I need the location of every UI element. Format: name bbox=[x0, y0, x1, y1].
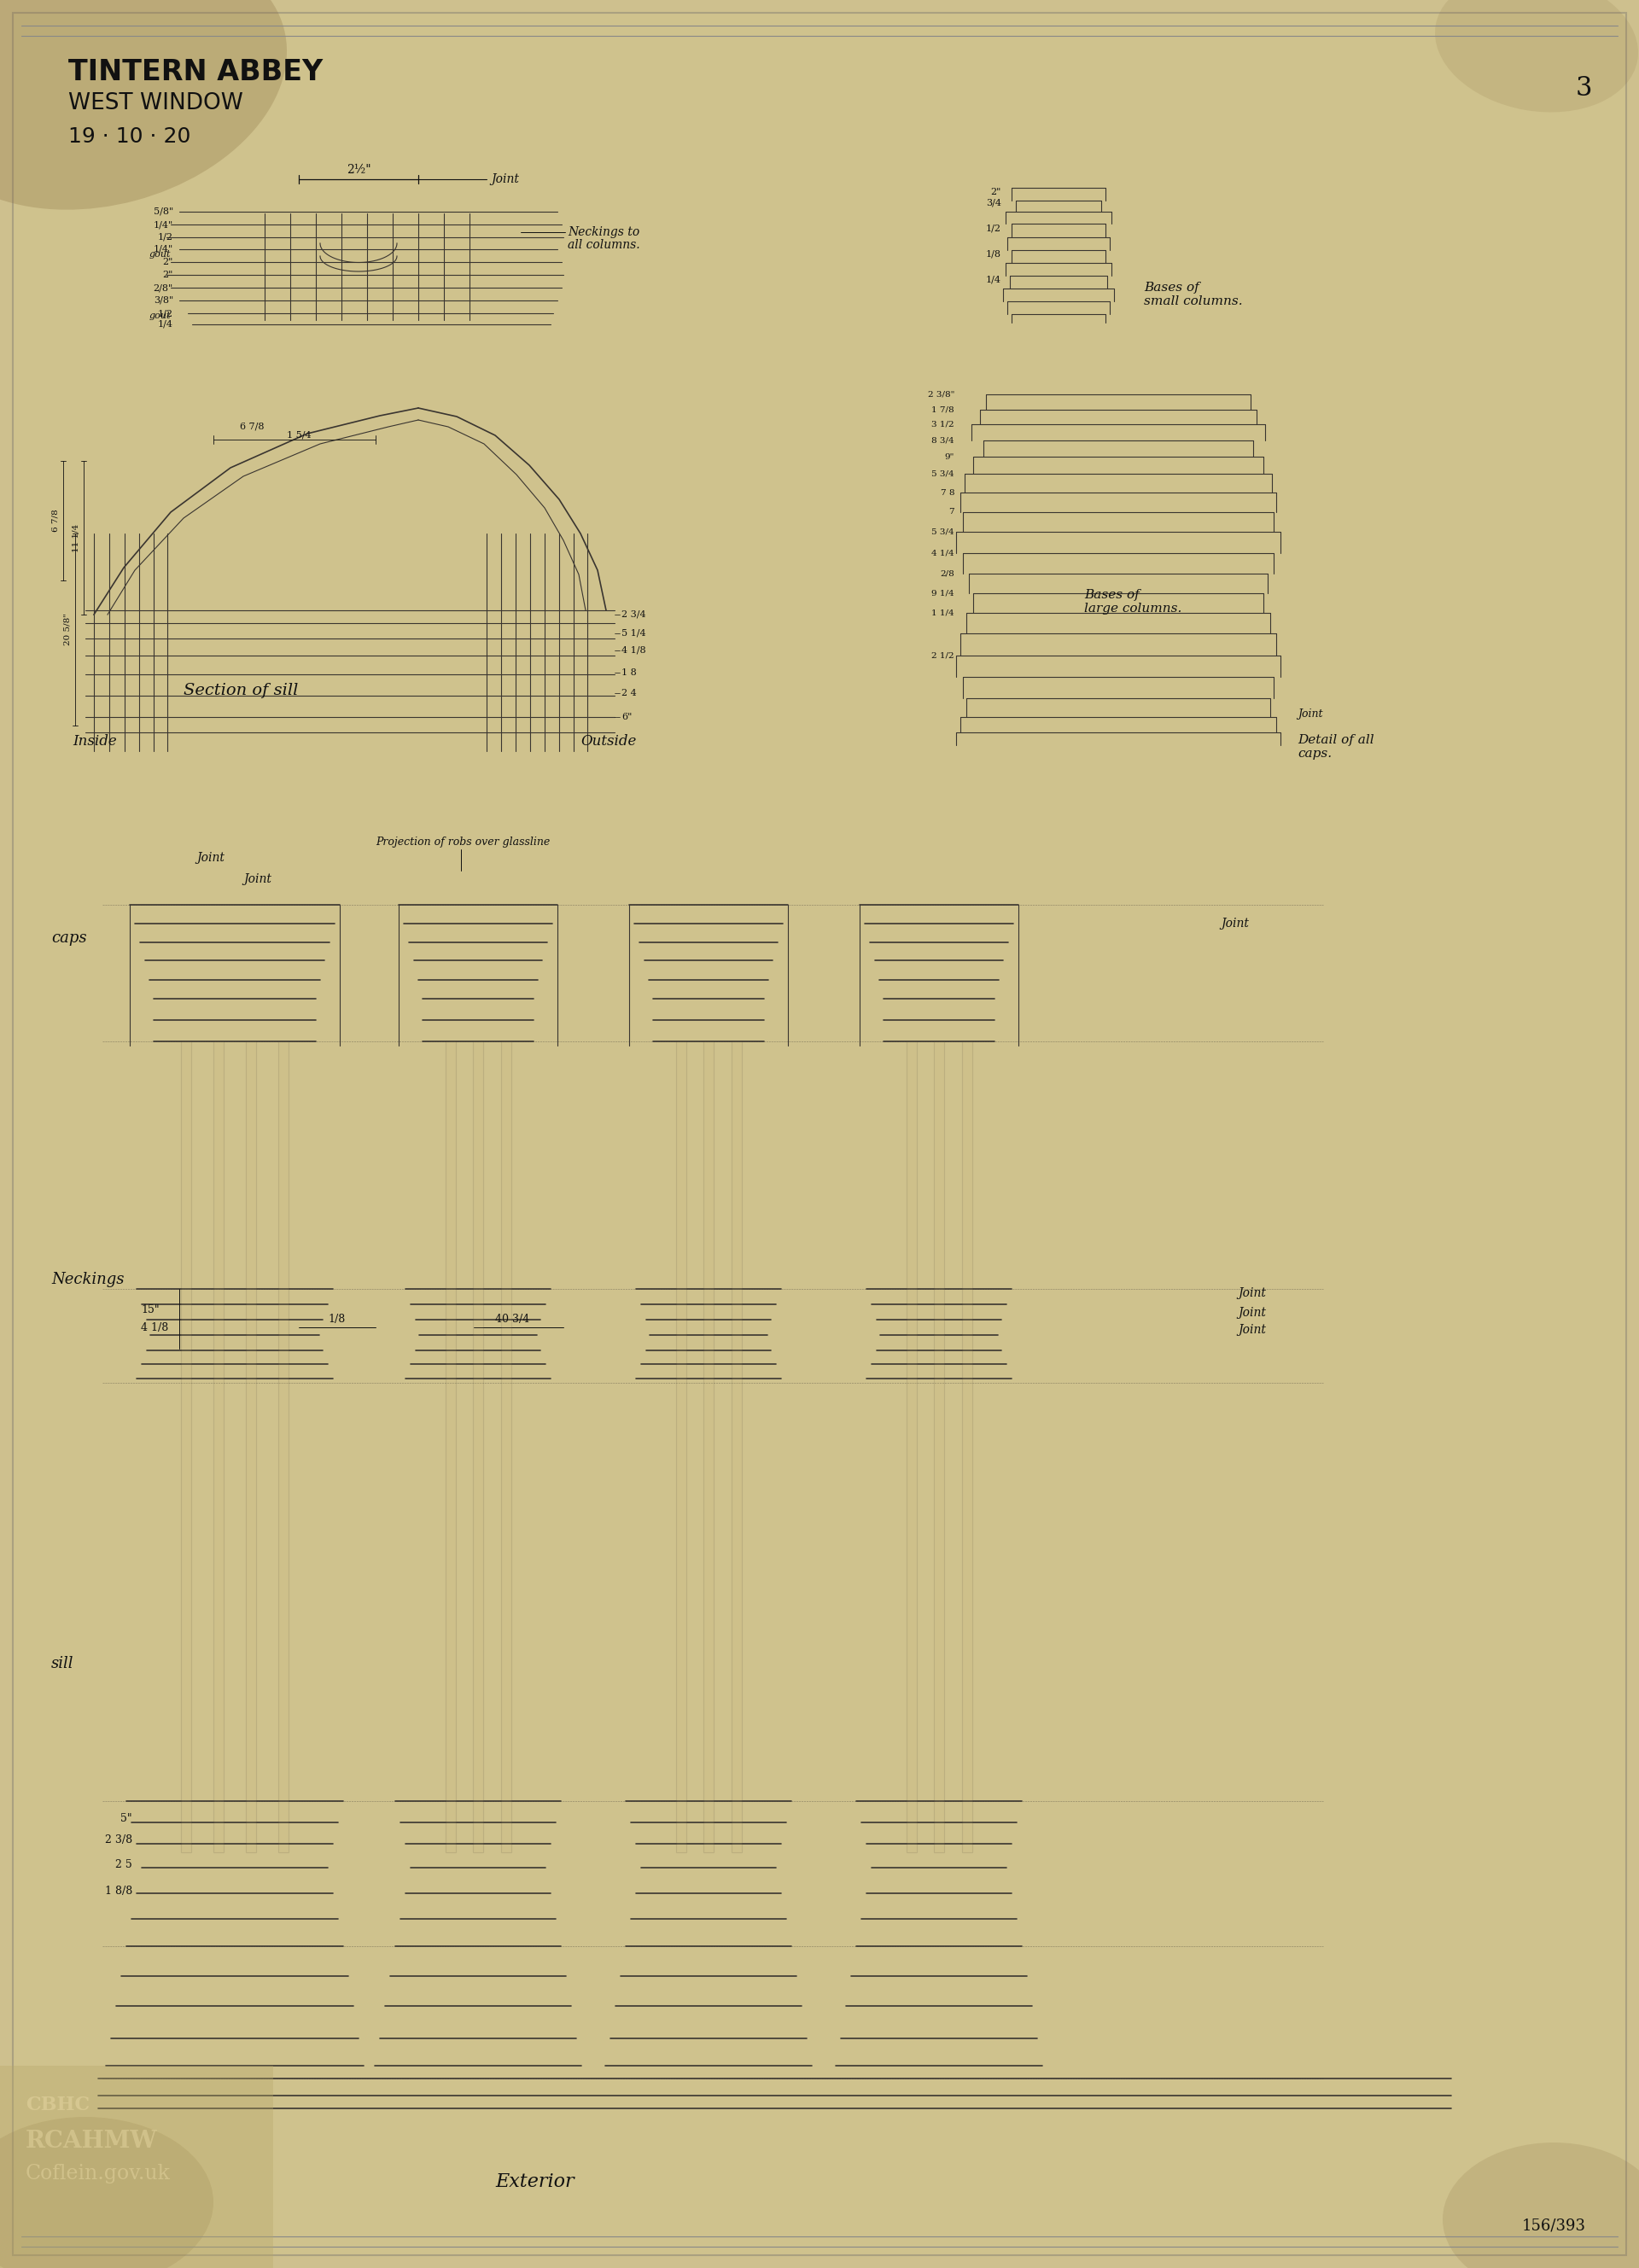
Text: 9 1/4: 9 1/4 bbox=[931, 590, 954, 596]
Text: 9": 9" bbox=[944, 454, 954, 460]
Text: 2": 2" bbox=[162, 259, 174, 265]
Text: 19 · 10 · 20: 19 · 10 · 20 bbox=[69, 127, 190, 147]
Bar bbox=[0, 2066, 274, 2268]
Text: Joint: Joint bbox=[1237, 1288, 1265, 1300]
Text: Joint: Joint bbox=[243, 873, 272, 885]
Text: 2/8": 2/8" bbox=[154, 284, 174, 293]
Text: 4 1/4: 4 1/4 bbox=[931, 549, 954, 558]
Text: 3/4: 3/4 bbox=[987, 200, 1001, 206]
Text: 1/8: 1/8 bbox=[987, 249, 1001, 259]
Text: 1 1/4: 1 1/4 bbox=[931, 610, 954, 617]
Bar bbox=[474, 1041, 484, 1853]
Text: 1 8/8: 1 8/8 bbox=[105, 1885, 133, 1896]
Text: 5 3/4: 5 3/4 bbox=[931, 528, 954, 535]
Text: 40 3/4: 40 3/4 bbox=[495, 1313, 529, 1325]
Text: 2 3/8: 2 3/8 bbox=[105, 1835, 133, 1846]
Text: 5 1/4: 5 1/4 bbox=[621, 628, 646, 637]
Text: TINTERN ABBEY: TINTERN ABBEY bbox=[69, 59, 323, 86]
Text: 1/4: 1/4 bbox=[987, 274, 1001, 284]
Text: Section of sill: Section of sill bbox=[184, 683, 298, 699]
Text: 1/2: 1/2 bbox=[157, 234, 174, 243]
Text: all columns.: all columns. bbox=[567, 238, 639, 252]
Text: 11 1/4: 11 1/4 bbox=[72, 524, 79, 551]
Bar bbox=[446, 1041, 456, 1853]
Text: Joint: Joint bbox=[1237, 1306, 1265, 1318]
Text: WEST WINDOW: WEST WINDOW bbox=[69, 93, 243, 113]
Text: 2½": 2½" bbox=[346, 163, 370, 177]
Text: 2 3/8": 2 3/8" bbox=[928, 390, 954, 399]
Text: sill: sill bbox=[51, 1656, 74, 1672]
Text: Neckings to: Neckings to bbox=[567, 227, 639, 238]
Text: 7: 7 bbox=[949, 508, 954, 517]
Text: CBHC: CBHC bbox=[26, 2096, 90, 2114]
Text: 20 5/8": 20 5/8" bbox=[64, 612, 70, 646]
Bar bbox=[675, 1041, 685, 1853]
Text: 1 5/4: 1 5/4 bbox=[287, 431, 311, 440]
Text: 6 7/8: 6 7/8 bbox=[239, 422, 264, 431]
Text: 1/8: 1/8 bbox=[328, 1313, 346, 1325]
Text: Joint: Joint bbox=[1237, 1325, 1265, 1336]
Ellipse shape bbox=[0, 0, 287, 209]
Ellipse shape bbox=[1436, 0, 1637, 111]
Text: 2 1/2: 2 1/2 bbox=[931, 651, 954, 660]
Text: Bases of
small columns.: Bases of small columns. bbox=[1144, 281, 1242, 308]
Text: 1/2: 1/2 bbox=[987, 225, 1001, 231]
Text: 1/2: 1/2 bbox=[157, 308, 174, 318]
Text: 3: 3 bbox=[1575, 75, 1591, 102]
Text: RCAHMW: RCAHMW bbox=[26, 2130, 157, 2152]
Text: 8 3/4: 8 3/4 bbox=[931, 438, 954, 445]
Text: 1/4": 1/4" bbox=[154, 220, 174, 229]
Bar bbox=[703, 1041, 713, 1853]
Text: caps: caps bbox=[51, 930, 87, 946]
Bar bbox=[180, 1041, 192, 1853]
Text: 1 7/8: 1 7/8 bbox=[931, 406, 954, 413]
Text: 5": 5" bbox=[121, 1812, 133, 1823]
Text: 6": 6" bbox=[621, 712, 633, 721]
Ellipse shape bbox=[1442, 2143, 1639, 2268]
Text: 2": 2" bbox=[162, 270, 174, 279]
Text: Neckings: Neckings bbox=[51, 1272, 125, 1288]
Bar bbox=[962, 1041, 972, 1853]
Text: Outside: Outside bbox=[580, 735, 636, 748]
Text: 2": 2" bbox=[990, 188, 1001, 197]
Ellipse shape bbox=[0, 2116, 213, 2268]
Text: 3/8": 3/8" bbox=[154, 297, 174, 304]
Text: Detail of all
caps.: Detail of all caps. bbox=[1298, 735, 1373, 760]
Bar bbox=[246, 1041, 256, 1853]
Text: Coflein.gov.uk: Coflein.gov.uk bbox=[26, 2164, 170, 2184]
Text: Inside: Inside bbox=[72, 735, 116, 748]
Text: 156/393: 156/393 bbox=[1523, 2218, 1587, 2234]
Text: 15": 15" bbox=[141, 1304, 159, 1315]
Bar bbox=[934, 1041, 944, 1853]
Text: 1 8: 1 8 bbox=[621, 669, 636, 676]
Text: 5 3/4: 5 3/4 bbox=[931, 469, 954, 479]
Text: 5/8": 5/8" bbox=[154, 206, 174, 215]
Bar bbox=[906, 1041, 916, 1853]
Text: 3 1/2: 3 1/2 bbox=[931, 420, 954, 429]
Text: 4 1/8: 4 1/8 bbox=[141, 1322, 169, 1334]
Text: Joint: Joint bbox=[1221, 919, 1249, 930]
Bar bbox=[731, 1041, 741, 1853]
Bar bbox=[213, 1041, 223, 1853]
Text: Exterior: Exterior bbox=[495, 2173, 574, 2191]
Bar bbox=[279, 1041, 288, 1853]
Text: Projection of robs over glassline: Projection of robs over glassline bbox=[375, 837, 551, 848]
Text: gout: gout bbox=[149, 249, 170, 259]
Text: 6 7/8: 6 7/8 bbox=[51, 510, 59, 533]
Text: 1/4: 1/4 bbox=[157, 320, 174, 329]
Text: Bases of
large columns.: Bases of large columns. bbox=[1083, 590, 1182, 615]
Text: 4 1/8: 4 1/8 bbox=[621, 646, 646, 655]
Text: 1/4": 1/4" bbox=[154, 245, 174, 254]
Text: 7 8: 7 8 bbox=[941, 488, 954, 497]
Text: 2/8: 2/8 bbox=[941, 569, 954, 578]
Text: 2 5: 2 5 bbox=[115, 1860, 133, 1871]
Bar bbox=[500, 1041, 511, 1853]
Text: 2 4: 2 4 bbox=[621, 689, 636, 696]
Text: Joint: Joint bbox=[490, 172, 520, 186]
Text: Joint: Joint bbox=[1298, 708, 1323, 719]
Text: gout: gout bbox=[149, 311, 170, 320]
Text: Joint: Joint bbox=[197, 853, 225, 864]
Text: 2 3/4: 2 3/4 bbox=[621, 610, 646, 619]
